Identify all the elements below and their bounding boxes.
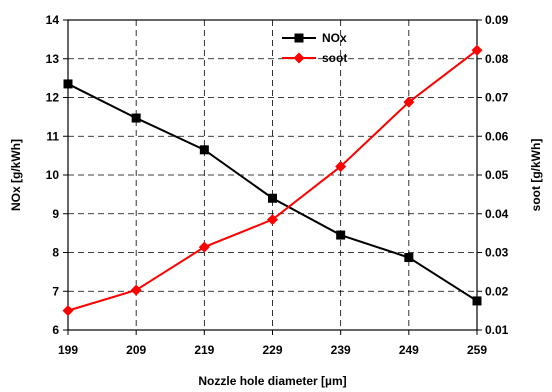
right-tick-label: 0.05: [485, 168, 509, 182]
data-point-soot: [198, 241, 210, 253]
x-axis-title: Nozzle hole diameter [µm]: [198, 374, 346, 388]
left-tick-label: 11: [46, 129, 59, 143]
right-tick-label: 0.04: [485, 207, 509, 221]
left-tick-label: 12: [46, 91, 60, 105]
left-tick-label: 13: [46, 52, 60, 66]
data-point-soot: [403, 96, 415, 108]
legend-label-soot: soot: [322, 51, 347, 65]
x-tick-label: 259: [467, 343, 487, 357]
right-tick-label: 0.07: [485, 91, 509, 105]
data-point-soot: [62, 305, 74, 317]
right-tick-label: 0.09: [485, 13, 509, 27]
right-tick-label: 0.08: [485, 52, 509, 66]
right-axis-ticks: 0.01 0.02 0.03 0.04 0.05 0.06 0.07 0.08 0.09: [477, 13, 509, 337]
data-point-soot: [267, 214, 278, 226]
data-point-nox: [131, 113, 141, 123]
x-tick-label: 209: [126, 343, 146, 357]
legend-label-nox: NOx: [322, 31, 347, 45]
left-tick-label: 10: [46, 168, 60, 182]
x-tick-label: 239: [331, 343, 351, 357]
right-tick-label: 0.01: [485, 323, 509, 337]
data-point-soot: [130, 284, 142, 296]
left-axis-title: NOx [g/kWh]: [9, 139, 23, 211]
x-tick-label: 219: [194, 343, 214, 357]
data-point-nox: [268, 193, 277, 203]
x-tick-label: 229: [262, 343, 282, 357]
legend: NOx soot: [282, 31, 347, 65]
right-tick-label: 0.06: [485, 129, 509, 143]
series-markers: [62, 44, 483, 317]
legend-marker-nox: [294, 33, 304, 43]
data-point-soot: [471, 44, 483, 56]
grid: [68, 20, 477, 330]
x-tick-label: 199: [58, 343, 78, 357]
left-tick-label: 6: [52, 323, 59, 337]
left-tick-label: 14: [46, 13, 60, 27]
legend-marker-soot: [293, 52, 305, 64]
data-point-nox: [199, 145, 209, 155]
x-axis-ticks: 199 209 219 229 239 249 259: [58, 330, 487, 357]
data-point-soot: [335, 160, 347, 172]
x-tick-label: 249: [399, 343, 419, 357]
left-tick-label: 8: [52, 246, 59, 260]
right-tick-label: 0.03: [485, 246, 509, 260]
right-axis-title: soot [g/kWh]: [529, 139, 543, 212]
left-tick-label: 9: [52, 207, 59, 221]
left-tick-label: 7: [52, 284, 59, 298]
data-point-nox: [404, 253, 414, 263]
data-point-nox: [472, 296, 482, 306]
left-axis-ticks: 6 7 8 9 10 11 12 13 14: [46, 13, 68, 337]
data-point-nox: [63, 79, 73, 89]
data-point-nox: [336, 230, 346, 240]
right-tick-label: 0.02: [485, 284, 509, 298]
